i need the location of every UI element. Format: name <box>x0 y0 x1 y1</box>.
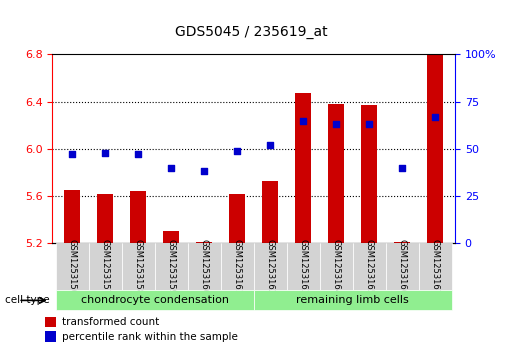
FancyBboxPatch shape <box>419 243 452 290</box>
Text: GSM1253167: GSM1253167 <box>431 239 440 295</box>
Text: GSM1253157: GSM1253157 <box>100 239 110 295</box>
Point <box>398 165 406 171</box>
Text: GSM1253156: GSM1253156 <box>67 239 76 295</box>
FancyBboxPatch shape <box>254 243 287 290</box>
Point <box>299 118 308 123</box>
Point <box>233 148 241 154</box>
Point <box>167 165 175 171</box>
Point <box>266 142 275 148</box>
Bar <box>328 104 345 243</box>
Point <box>200 168 208 174</box>
Text: GSM1253164: GSM1253164 <box>332 239 340 295</box>
Text: transformed count: transformed count <box>62 317 160 327</box>
Point <box>365 121 373 127</box>
Bar <box>361 105 378 243</box>
Text: remaining limb cells: remaining limb cells <box>297 295 409 305</box>
FancyBboxPatch shape <box>254 290 452 310</box>
Text: GSM1253161: GSM1253161 <box>233 239 242 295</box>
FancyBboxPatch shape <box>385 243 419 290</box>
Text: GSM1253163: GSM1253163 <box>299 239 308 295</box>
Bar <box>262 181 278 243</box>
FancyBboxPatch shape <box>287 243 320 290</box>
Bar <box>64 190 81 243</box>
FancyBboxPatch shape <box>221 243 254 290</box>
Point <box>431 114 439 120</box>
Text: percentile rank within the sample: percentile rank within the sample <box>62 332 238 342</box>
Text: GSM1253159: GSM1253159 <box>167 239 176 295</box>
Point <box>68 152 76 158</box>
Text: GSM1253165: GSM1253165 <box>365 239 374 295</box>
FancyBboxPatch shape <box>188 243 221 290</box>
Bar <box>45 317 56 327</box>
Bar <box>295 93 311 243</box>
Text: GSM1253166: GSM1253166 <box>397 239 407 295</box>
Text: GSM1253162: GSM1253162 <box>266 239 275 295</box>
Text: GDS5045 / 235619_at: GDS5045 / 235619_at <box>175 25 327 40</box>
Bar <box>97 194 113 243</box>
FancyBboxPatch shape <box>353 243 385 290</box>
Bar <box>196 242 212 243</box>
Bar <box>45 331 56 342</box>
FancyBboxPatch shape <box>55 290 254 310</box>
FancyBboxPatch shape <box>122 243 155 290</box>
FancyBboxPatch shape <box>88 243 122 290</box>
Point <box>101 150 109 155</box>
Point <box>134 152 142 158</box>
FancyBboxPatch shape <box>320 243 353 290</box>
Point <box>332 121 340 127</box>
Bar <box>229 194 245 243</box>
Bar <box>130 191 146 243</box>
Bar <box>163 232 179 243</box>
FancyBboxPatch shape <box>155 243 188 290</box>
Text: chondrocyte condensation: chondrocyte condensation <box>81 295 229 305</box>
Text: GSM1253160: GSM1253160 <box>200 239 209 295</box>
Text: cell type: cell type <box>5 295 50 305</box>
Bar <box>394 242 411 243</box>
Text: GSM1253158: GSM1253158 <box>133 239 143 295</box>
Bar <box>427 54 444 243</box>
FancyBboxPatch shape <box>55 243 88 290</box>
